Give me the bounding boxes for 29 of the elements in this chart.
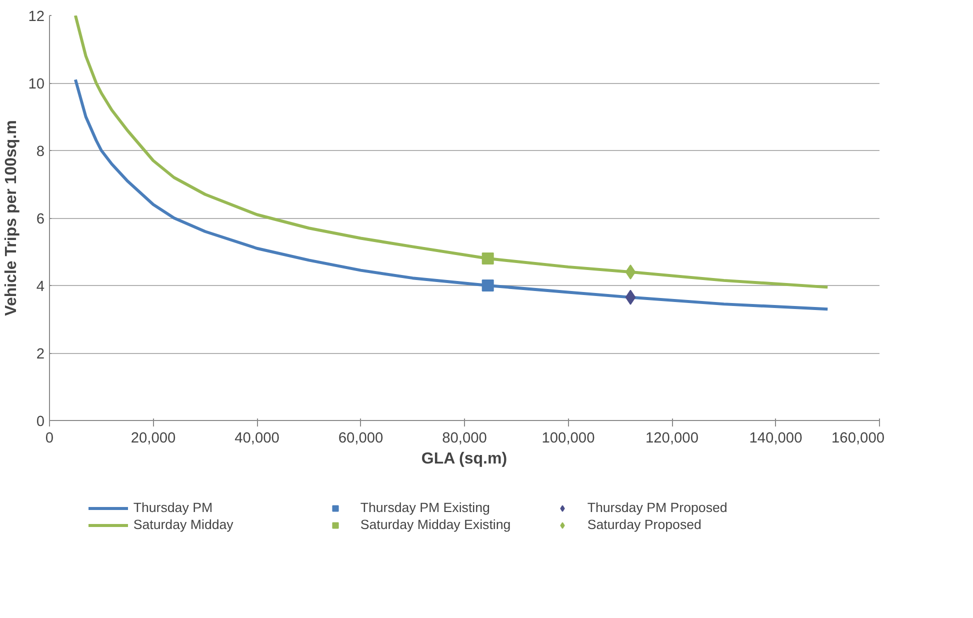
legend-label: Thursday PM Existing bbox=[360, 500, 491, 515]
legend-label: Thursday PM Proposed bbox=[587, 500, 728, 515]
y-tick-label: 10 bbox=[28, 76, 45, 92]
x-tick-label: 80,000 bbox=[442, 430, 487, 446]
y-tick-label: 6 bbox=[36, 212, 45, 228]
legend-label: Saturday Proposed bbox=[587, 517, 702, 532]
point bbox=[482, 280, 494, 292]
y-tick-label: 4 bbox=[36, 279, 45, 295]
x-axis-title: GLA (sq.m) bbox=[421, 450, 508, 468]
line-series bbox=[74, 78, 830, 311]
x-tick-label: 40,000 bbox=[234, 430, 280, 446]
x-tick-label: 140,000 bbox=[749, 430, 802, 446]
x-tick-label: 100,000 bbox=[542, 430, 595, 446]
legend-label: Thursday PM bbox=[133, 500, 214, 515]
point bbox=[625, 264, 636, 280]
y-axis-title: Vehicle Trips per 100sq.m bbox=[3, 120, 20, 316]
x-tick-label: 20,000 bbox=[130, 430, 176, 446]
legend-label: Saturday Midday bbox=[133, 517, 234, 532]
y-tick-label: 12 bbox=[28, 9, 45, 25]
legend-label: Saturday Midday Existing bbox=[360, 517, 512, 532]
line-series bbox=[74, 16, 830, 289]
y-tick-label: 2 bbox=[36, 346, 45, 362]
y-tick-label: 8 bbox=[36, 144, 45, 160]
point bbox=[625, 290, 636, 305]
x-tick-label: 60,000 bbox=[338, 430, 384, 446]
y-tick-label: 0 bbox=[36, 414, 45, 430]
point bbox=[482, 252, 494, 264]
x-tick-label: 160,000 bbox=[832, 430, 885, 446]
x-tick-label: 120,000 bbox=[646, 430, 698, 446]
